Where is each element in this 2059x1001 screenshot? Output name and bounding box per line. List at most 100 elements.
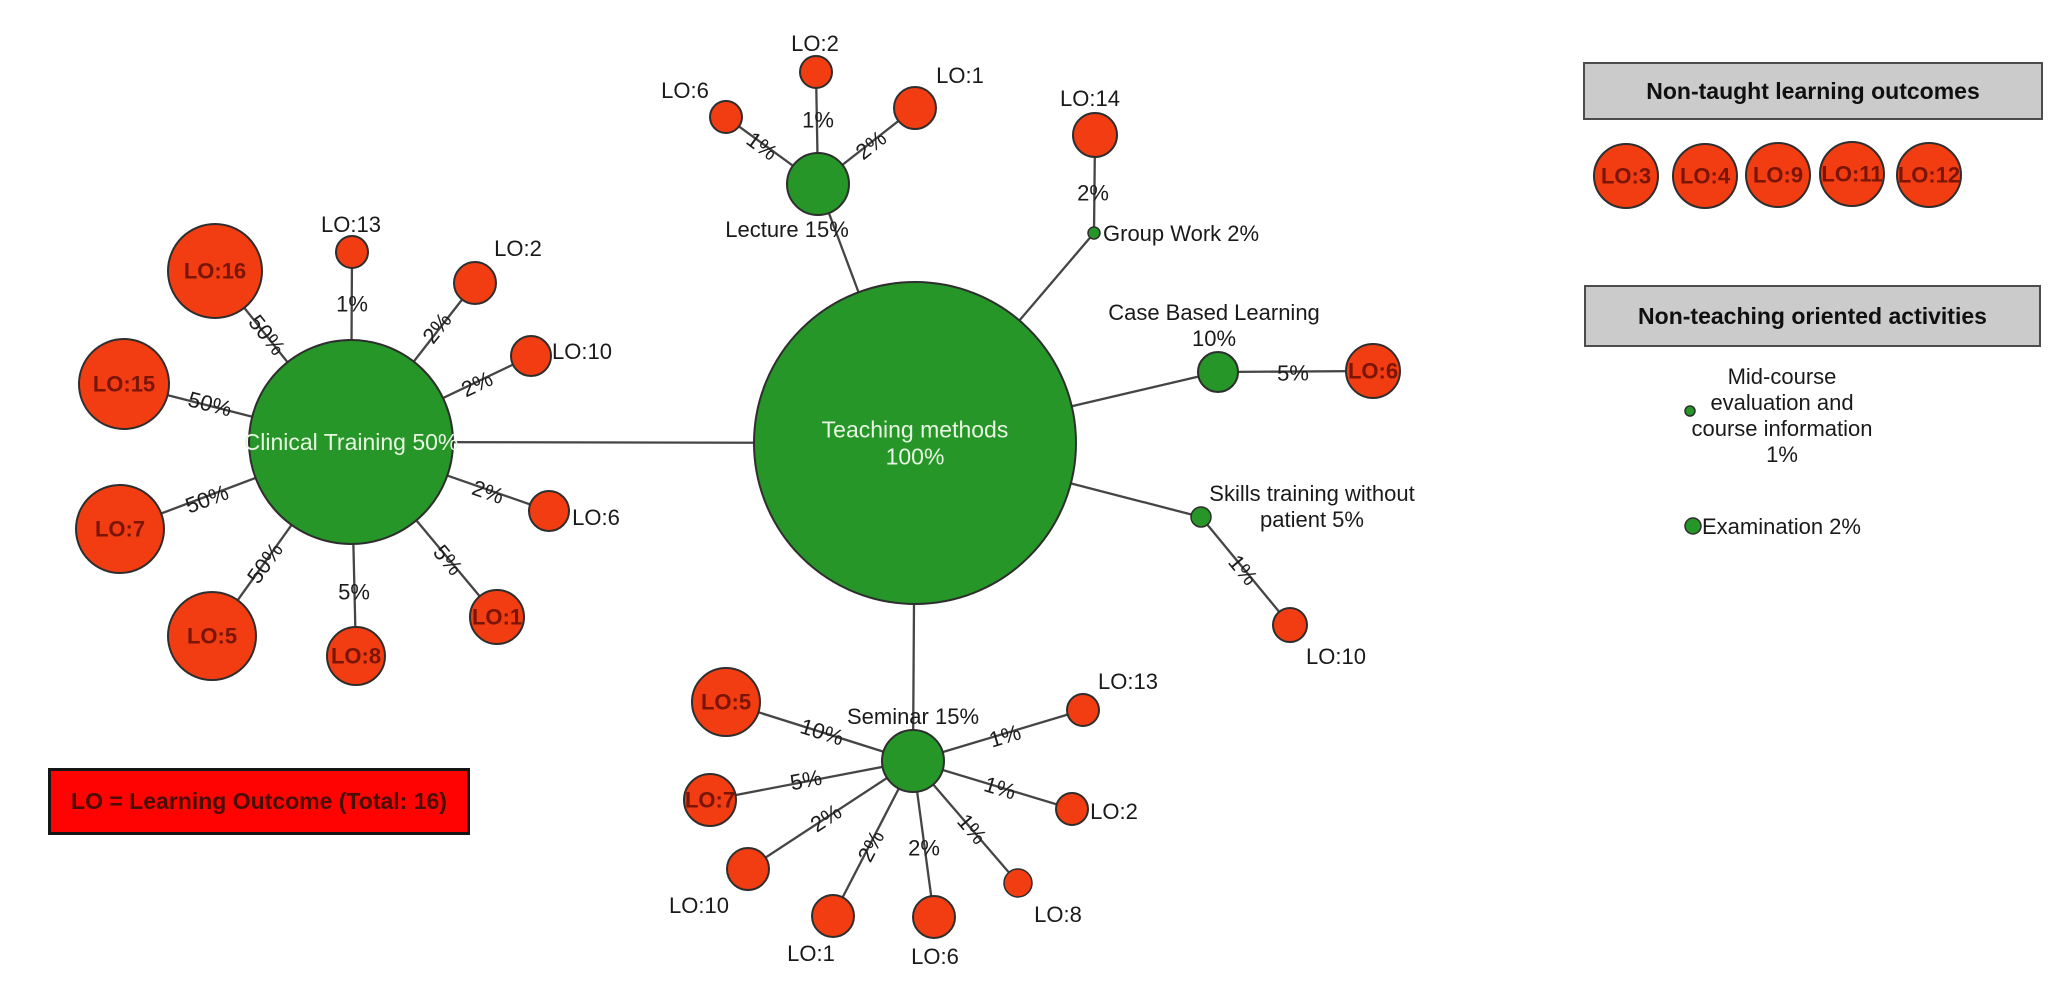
edge-percent-label-clinical-c-lo13: 1% [336,292,368,317]
edge-percent-label-lecture-l-lo2: 1% [802,108,834,133]
node-c-lo13 [335,235,369,269]
node-nt-lo11 [1819,141,1885,207]
node-groupwork [1087,226,1101,240]
node-l-lo1 [893,86,937,130]
node-groupwork-label: Group Work 2% [1103,221,1259,246]
node-c-lo6 [528,490,570,532]
edge-percent-label-seminar-se-lo7: 5% [788,765,824,796]
node-c-lo16 [167,223,263,319]
node-se-lo1 [811,894,855,938]
node-c-lo5 [167,591,257,681]
node-nt-lo9-inside-text: LO:9 [1753,163,1803,188]
edge-seminar-se-lo7 [709,759,914,802]
node-c-lo7-inside-text: LO:7 [95,517,145,542]
node-teaching-inside-text: Teaching methods [822,417,1009,443]
node-c-lo15 [78,338,170,430]
edge-percent-label-seminar-se-lo10: 2% [806,799,846,837]
edge-percent-label-clinical-c-lo15: 50% [186,386,235,421]
node-lecture-label: Lecture 15% [725,217,849,242]
node-lecture [786,152,850,216]
node-c-lo1 [469,589,525,645]
node-se-lo6 [912,895,956,939]
node-se-lo1-label: LO:1 [787,941,835,966]
node-midcourse-label: Mid-course [1728,364,1837,389]
node-clinical [248,339,454,545]
edge-percent-label-groupwork-g-lo14: 2% [1077,181,1109,206]
node-c-lo1-inside-text: LO:1 [472,605,522,630]
node-midcourse-label: evaluation and [1710,390,1853,415]
node-cb-lo6 [1345,343,1401,399]
node-exam-label: Examination 2% [1702,514,1861,539]
non-taught-outcomes-header: Non-taught learning outcomes [1583,62,2043,120]
node-se-lo10-label: LO:10 [669,893,729,918]
node-c-lo8-inside-text: LO:8 [331,644,381,669]
node-se-lo7 [683,773,737,827]
node-nt-lo11-inside-text: LO:11 [1821,162,1882,187]
node-midcourse [1684,405,1696,417]
node-nt-lo12 [1896,142,1962,208]
node-cbl-label: Case Based Learning [1108,300,1320,325]
edge-percent-label-clinical-c-lo5: 50% [242,538,288,588]
node-nt-lo3-inside-text: LO:3 [1601,164,1651,189]
edge-percent-label-clinical-c-lo8: 5% [338,580,370,605]
edge-percent-label-seminar-se-lo1: 2% [853,826,890,866]
node-cbl [1197,351,1239,393]
node-l-lo6-label: LO:6 [661,78,709,103]
node-se-lo13 [1066,693,1100,727]
node-c-lo13-label: LO:13 [321,212,381,237]
node-midcourse-label: course information [1692,416,1873,441]
node-nt-lo12-inside-text: LO:12 [1898,163,1960,188]
node-nt-lo4 [1672,143,1738,209]
edge-percent-label-seminar-se-lo5: 10% [797,713,847,750]
node-skills-label: Skills training without [1209,481,1414,506]
edge-percent-label-seminar-se-lo6: 2% [908,836,940,861]
non-teaching-activities-title: Non-teaching oriented activities [1638,302,1987,329]
lo-legend-text: LO = Learning Outcome (Total: 16) [71,788,447,814]
node-seminar [881,729,945,793]
node-c-lo7 [75,484,165,574]
node-g-lo14 [1072,112,1118,158]
node-l-lo2 [799,55,833,89]
edge-percent-label-clinical-c-lo6: 2% [469,475,507,509]
node-teaching-inside-text: 100% [886,444,945,470]
node-skills [1190,506,1212,528]
edge-percent-label-clinical-c-lo7: 50% [182,480,232,519]
edge-percent-label-cbl-cb-lo6: 5% [1277,360,1309,385]
node-c-lo10-label: LO:10 [552,339,612,364]
non-teaching-activities-header: Non-teaching oriented activities [1584,285,2041,347]
node-g-lo14-label: LO:14 [1060,86,1120,111]
edge-seminar-se-lo10 [747,760,914,870]
edge-percent-label-clinical-c-lo10: 2% [457,366,496,402]
node-se-lo5 [691,667,761,737]
node-se-lo10 [726,847,770,891]
node-nt-lo9 [1745,142,1811,208]
node-c-lo16-inside-text: LO:16 [184,259,246,284]
nodes-layer [75,55,1962,939]
node-se-lo13-label: LO:13 [1098,669,1158,694]
node-s-lo10 [1272,607,1308,643]
node-exam [1684,517,1702,535]
node-seminar-label: Seminar 15% [847,704,979,729]
edge-percent-label-seminar-se-lo2: 1% [981,771,1019,804]
node-se-lo8-label: LO:8 [1034,902,1082,927]
edge-skills-s-lo10 [1200,516,1291,626]
node-teaching [753,281,1077,605]
node-l-lo1-label: LO:1 [936,63,984,88]
node-c-lo8 [326,626,386,686]
node-c-lo2-label: LO:2 [494,236,542,261]
node-c-lo15-inside-text: LO:15 [93,372,155,397]
node-c-lo2 [453,261,497,305]
non-taught-outcomes-title: Non-taught learning outcomes [1646,77,1980,104]
node-cb-lo6-inside-text: LO:6 [1348,359,1398,384]
node-cbl-label: 10% [1192,326,1236,351]
node-c-lo5-inside-text: LO:5 [187,624,237,649]
node-se-lo2-label: LO:2 [1090,799,1138,824]
node-se-lo7-inside-text: LO:7 [685,788,735,813]
node-c-lo6-label: LO:6 [572,505,620,530]
node-l-lo2-label: LO:2 [791,31,839,56]
node-midcourse-label: 1% [1766,442,1798,467]
node-se-lo8 [1003,868,1033,898]
